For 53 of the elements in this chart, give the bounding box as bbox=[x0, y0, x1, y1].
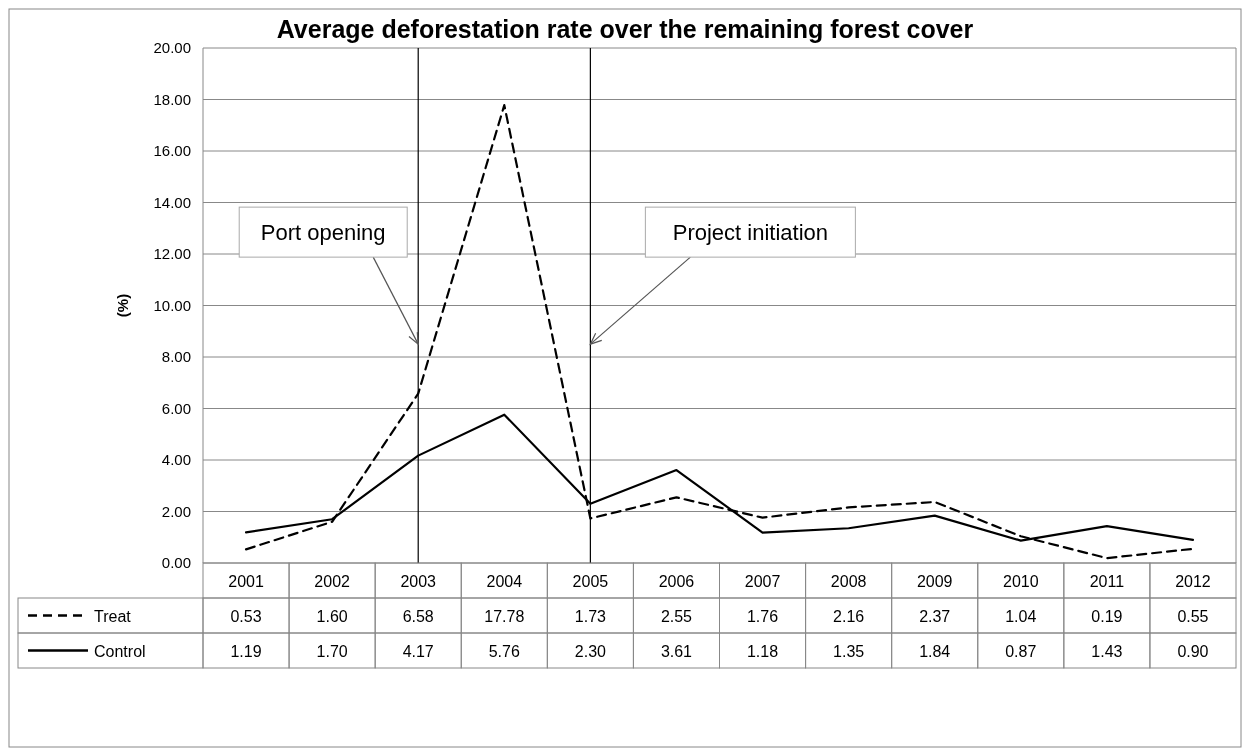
y-tick-label: 16.00 bbox=[153, 142, 191, 159]
data-label: 2.37 bbox=[919, 608, 951, 625]
y-tick-label: 14.00 bbox=[153, 193, 191, 211]
data-label: 0.87 bbox=[1005, 643, 1037, 660]
x-tick-label: 2010 bbox=[1002, 573, 1039, 590]
y-tick-label: 20.00 bbox=[153, 39, 191, 56]
data-label: 1.70 bbox=[316, 643, 348, 660]
y-tick-label: 6.00 bbox=[161, 399, 191, 417]
y-tick-label: 10.00 bbox=[153, 296, 191, 314]
x-tick-label: 2008 bbox=[830, 573, 867, 590]
data-label: 0.55 bbox=[1177, 608, 1209, 625]
chart-title: Average deforestation rate over the remaining forest cover bbox=[276, 15, 974, 43]
annotation: Port opening bbox=[260, 220, 386, 246]
data-label: 3.61 bbox=[660, 643, 693, 660]
legend-label: Treat bbox=[94, 608, 132, 625]
annotation: Project initiation bbox=[672, 220, 829, 246]
x-tick-label: 2004 bbox=[486, 573, 523, 590]
data-label: 17.78 bbox=[484, 608, 525, 625]
data-label: 1.43 bbox=[1091, 643, 1123, 660]
data-label: 2.16 bbox=[833, 608, 865, 625]
y-tick-label: 0.00 bbox=[161, 554, 191, 571]
data-label: 2.30 bbox=[574, 643, 607, 660]
y-tick-label: 18.00 bbox=[153, 90, 191, 108]
data-label: 1.19 bbox=[230, 643, 262, 660]
data-label: 0.19 bbox=[1091, 608, 1123, 625]
data-label: 1.35 bbox=[833, 643, 865, 660]
y-tick-label: 4.00 bbox=[161, 451, 191, 468]
y-tick-label: 8.00 bbox=[161, 348, 191, 365]
x-tick-label: 2005 bbox=[572, 573, 609, 590]
data-label: 1.76 bbox=[746, 608, 779, 625]
data-label: 1.04 bbox=[1005, 608, 1037, 625]
x-tick-label: 2002 bbox=[314, 573, 351, 590]
data-label: 0.90 bbox=[1177, 643, 1209, 660]
x-tick-label: 2009 bbox=[916, 573, 953, 590]
y-tick-label: 2.00 bbox=[161, 502, 191, 520]
x-tick-label: 2003 bbox=[400, 573, 437, 590]
x-tick-label: 2001 bbox=[228, 573, 264, 590]
data-label: 2.55 bbox=[660, 608, 693, 625]
x-tick-label: 2007 bbox=[744, 573, 781, 590]
x-tick-label: 2012 bbox=[1175, 573, 1211, 590]
x-tick-label: 2006 bbox=[658, 573, 695, 590]
data-label: 0.53 bbox=[230, 608, 262, 625]
y-axis-title: (%) bbox=[114, 293, 131, 318]
data-label: 1.60 bbox=[316, 608, 348, 625]
data-label: 1.73 bbox=[574, 608, 607, 625]
data-label: 1.18 bbox=[746, 643, 779, 660]
data-label: 6.58 bbox=[402, 608, 434, 625]
x-tick-label: 2011 bbox=[1089, 573, 1125, 590]
legend-label: Control bbox=[94, 643, 146, 660]
data-label: 1.84 bbox=[919, 643, 951, 660]
data-label: 4.17 bbox=[402, 643, 434, 660]
y-tick-label: 12.00 bbox=[153, 245, 191, 262]
data-label: 5.76 bbox=[488, 643, 520, 660]
